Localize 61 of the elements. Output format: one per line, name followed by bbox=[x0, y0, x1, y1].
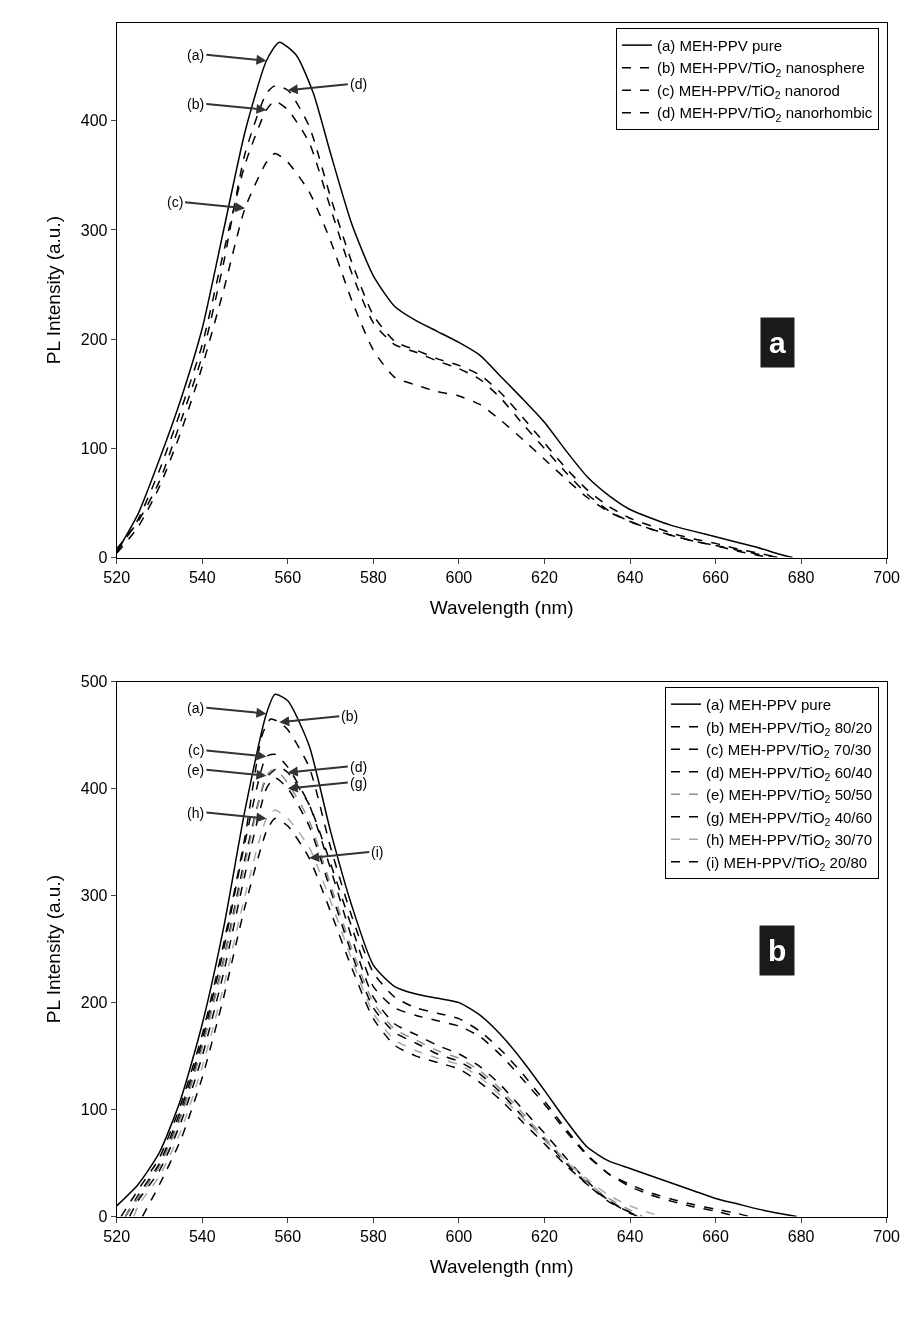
legend-label: (b) MEH-PPV/TiO$_{2}$ nanosphere bbox=[656, 59, 865, 79]
x-tick-label: 620 bbox=[531, 1227, 558, 1245]
x-tick-label: 680 bbox=[787, 568, 815, 586]
x-axis-title: Wavelength (nm) bbox=[429, 596, 574, 618]
x-tick-label: 600 bbox=[445, 568, 473, 586]
annotation: (b) bbox=[187, 96, 205, 112]
legend-label: (h) MEH-PPV/TiO$_{2}$ 30/70 bbox=[705, 831, 873, 851]
x-tick-label: 660 bbox=[702, 568, 729, 586]
legend-label: (g) MEH-PPV/TiO$_{2}$ 40/60 bbox=[705, 808, 873, 828]
x-tick-label: 520 bbox=[103, 568, 131, 586]
y-tick-label: 100 bbox=[80, 439, 108, 457]
x-tick-label: 540 bbox=[188, 1227, 216, 1245]
legend-label: (e) MEH-PPV/TiO$_{2}$ 50/50 bbox=[705, 786, 873, 806]
annotation: (d) bbox=[350, 76, 368, 92]
x-tick-label: 640 bbox=[616, 568, 644, 586]
y-tick-label: 0 bbox=[98, 1208, 108, 1226]
legend-label: (i) MEH-PPV/TiO$_{2}$ 20/80 bbox=[705, 853, 868, 873]
x-tick-label: 580 bbox=[360, 568, 387, 586]
legend-label: (d) MEH-PPV/TiO$_{2}$ 60/40 bbox=[705, 763, 873, 783]
x-tick-label: 700 bbox=[873, 1227, 901, 1245]
x-tick-label: 560 bbox=[274, 1227, 302, 1245]
annotation: b bbox=[768, 934, 787, 967]
legend-label: (c) MEH-PPV/TiO$_{2}$ nanorod bbox=[656, 81, 840, 102]
x-axis-title: Wavelength (nm) bbox=[429, 1255, 574, 1277]
annotation: (i) bbox=[371, 844, 384, 860]
x-tick-label: 620 bbox=[531, 568, 558, 586]
x-tick-label: 520 bbox=[103, 1227, 131, 1245]
y-tick-label: 100 bbox=[80, 1101, 108, 1119]
x-tick-label: 540 bbox=[188, 568, 216, 586]
legend-label: (b) MEH-PPV/TiO$_{2}$ 80/20 bbox=[705, 718, 873, 738]
x-tick-label: 560 bbox=[274, 568, 302, 586]
annotation: (c) bbox=[167, 194, 184, 210]
annotation: (a) bbox=[187, 47, 205, 63]
x-tick-label: 660 bbox=[702, 1227, 729, 1245]
legend-label: (c) MEH-PPV/TiO$_{2}$ 70/30 bbox=[705, 741, 872, 761]
y-axis-title: PL Intensity (a.u.) bbox=[42, 874, 64, 1024]
y-tick-label: 300 bbox=[80, 221, 108, 239]
annotation: (e) bbox=[187, 762, 205, 778]
y-tick-label: 200 bbox=[80, 330, 108, 348]
annotation: (g) bbox=[350, 775, 368, 791]
annotation: (h) bbox=[187, 805, 205, 821]
y-tick-label: 400 bbox=[80, 780, 108, 798]
y-tick-label: 0 bbox=[98, 549, 108, 567]
y-tick-label: 400 bbox=[80, 112, 108, 130]
annotation: (a) bbox=[187, 700, 205, 716]
y-axis-title: PL Intensity (a.u.) bbox=[42, 215, 64, 365]
x-tick-label: 640 bbox=[616, 1227, 644, 1245]
annotation: (d) bbox=[350, 759, 368, 775]
y-tick-label: 500 bbox=[80, 673, 108, 691]
x-tick-label: 700 bbox=[873, 568, 901, 586]
x-tick-label: 580 bbox=[360, 1227, 387, 1245]
legend-label: (a) MEH-PPV pure bbox=[705, 696, 832, 713]
annotation: (b) bbox=[341, 708, 359, 724]
annotation: a bbox=[769, 326, 786, 359]
y-tick-label: 200 bbox=[80, 994, 108, 1012]
legend-label: (d) MEH-PPV/TiO$_{2}$ nanorhombic bbox=[656, 104, 873, 124]
x-tick-label: 680 bbox=[787, 1227, 815, 1245]
y-tick-label: 300 bbox=[80, 887, 108, 905]
legend-label: (a) MEH-PPV pure bbox=[656, 36, 783, 54]
annotation: (c) bbox=[188, 742, 205, 758]
x-tick-label: 600 bbox=[445, 1227, 473, 1245]
